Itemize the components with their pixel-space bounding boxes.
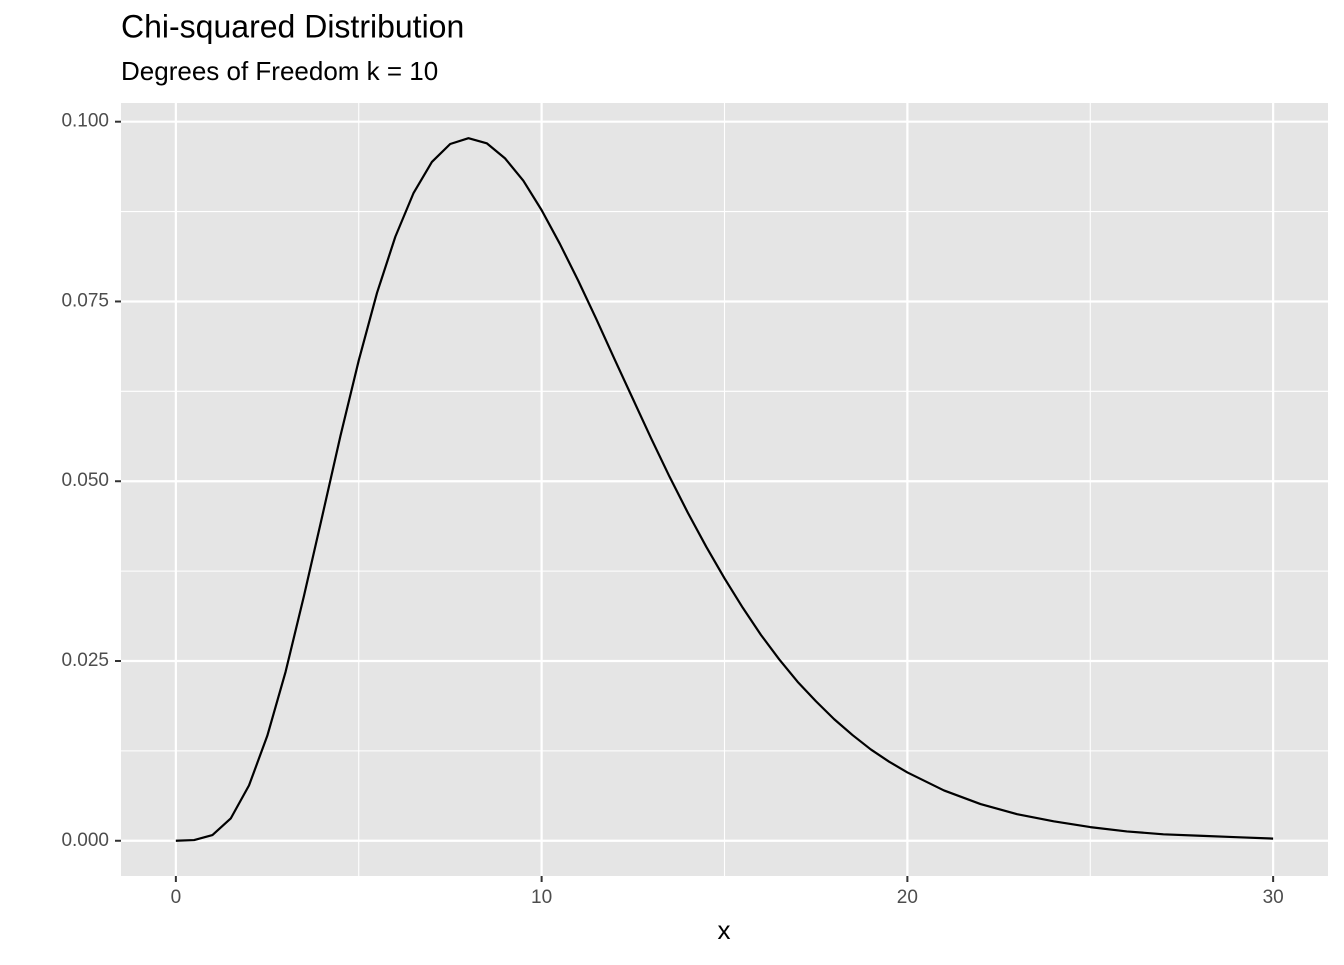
line-series [175, 137, 1274, 842]
x-tick-label: 30 [1263, 887, 1284, 908]
x-tick-label: 20 [897, 887, 918, 908]
x-tick-label: 0 [171, 887, 182, 908]
chart-title: Chi-squared Distribution [121, 8, 464, 44]
y-tick-label: 0.050 [61, 470, 109, 491]
x-tick-label: 10 [531, 887, 552, 908]
y-tick-label: 0.000 [61, 830, 109, 851]
x-axis-label: x [718, 915, 731, 945]
y-tick-label: 0.025 [61, 650, 109, 671]
y-tick-label: 0.075 [61, 290, 109, 311]
chart-subtitle: Degrees of Freedom k = 10 [121, 56, 438, 86]
y-tick-label: 0.100 [61, 111, 109, 132]
